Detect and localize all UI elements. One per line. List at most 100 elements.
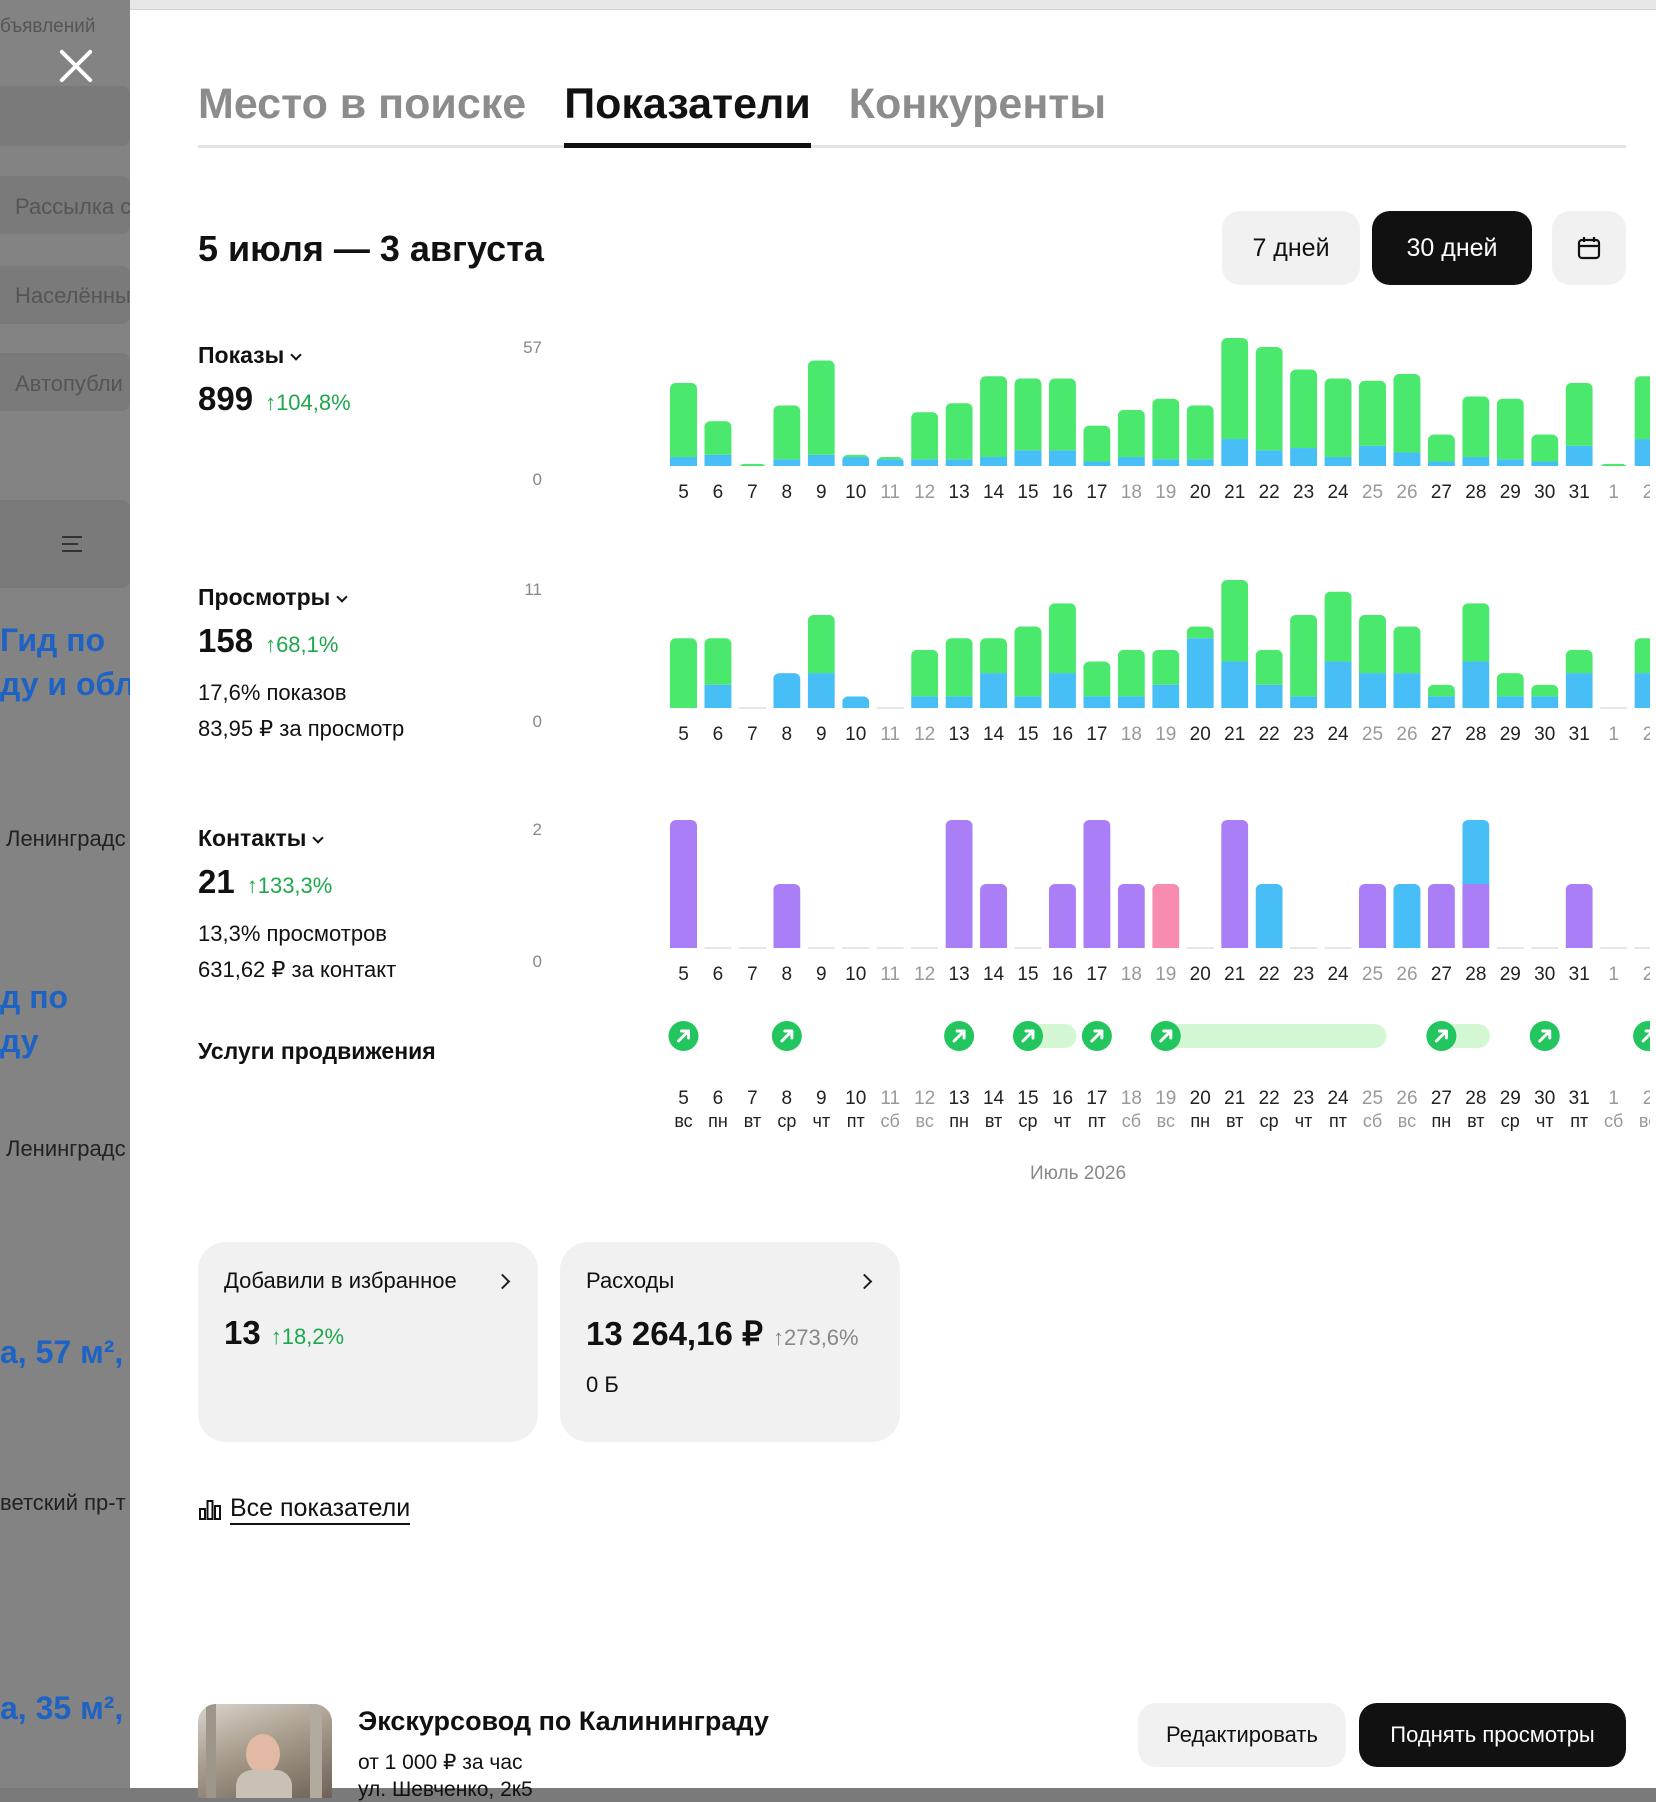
chart-bar[interactable] <box>1531 434 1559 462</box>
chart-bar[interactable] <box>911 649 939 697</box>
chart-bar[interactable] <box>1186 626 1214 639</box>
chart-bar[interactable] <box>1117 409 1145 458</box>
listing-title[interactable]: Экскурсовод по Калининграду <box>358 1706 769 1736</box>
chart-bar[interactable] <box>1634 638 1650 674</box>
chart-bar[interactable] <box>1014 450 1042 466</box>
chart-bar[interactable] <box>1634 673 1650 708</box>
chart-bar[interactable] <box>1083 425 1111 462</box>
chart-bar[interactable] <box>1014 696 1042 708</box>
chart-bar[interactable] <box>1427 684 1455 697</box>
chart-bar[interactable] <box>842 454 870 458</box>
chart-bar[interactable] <box>704 421 732 455</box>
chart-bar[interactable] <box>1117 457 1145 466</box>
chart-bar[interactable] <box>1427 696 1455 708</box>
chart-bar[interactable] <box>1186 459 1214 466</box>
chart-bar[interactable] <box>1048 673 1076 708</box>
chart-bar[interactable] <box>1634 439 1650 466</box>
chart-bar[interactable] <box>1462 603 1490 662</box>
chart-bar[interactable] <box>1531 696 1559 708</box>
chart-bar[interactable] <box>1324 378 1352 458</box>
chart-bar[interactable] <box>945 696 973 708</box>
chart-bar[interactable] <box>1462 884 1490 948</box>
chart-bar[interactable] <box>1290 614 1318 697</box>
chart-bar[interactable] <box>842 696 870 708</box>
chart-bar[interactable] <box>1359 884 1386 948</box>
chart-bar[interactable] <box>1255 450 1283 466</box>
chart-bar[interactable] <box>773 459 801 466</box>
close-icon[interactable] <box>56 46 96 86</box>
listing-photo[interactable] <box>198 1704 332 1798</box>
calendar-button[interactable] <box>1552 211 1626 285</box>
tab-search-position[interactable]: Место в поиске <box>198 80 527 128</box>
chart-bar[interactable] <box>1359 614 1386 674</box>
chart-bar[interactable] <box>1048 603 1076 674</box>
chart-bar[interactable] <box>1221 661 1249 708</box>
chart-bar[interactable] <box>1393 373 1421 453</box>
shows-metric-dropdown[interactable]: Показы <box>198 342 302 369</box>
chart-bar[interactable] <box>980 673 1008 708</box>
chart-bar[interactable] <box>1221 338 1249 440</box>
chart-bar[interactable] <box>1048 378 1076 451</box>
chart-bar[interactable] <box>980 376 1008 458</box>
views-metric-dropdown[interactable]: Просмотры <box>198 584 348 611</box>
chart-bar[interactable] <box>1462 457 1490 466</box>
chart-bar[interactable] <box>1496 696 1524 708</box>
chart-bar[interactable] <box>1324 457 1352 466</box>
chart-bar[interactable] <box>1462 661 1490 708</box>
chart-bar[interactable] <box>1255 884 1283 948</box>
chart-bar[interactable] <box>773 673 801 708</box>
chart-bar[interactable] <box>1186 638 1214 708</box>
tab-metrics[interactable]: Показатели <box>564 72 811 148</box>
chart-bar[interactable] <box>1600 463 1628 466</box>
chart-bar[interactable] <box>1255 346 1283 451</box>
chart-bar[interactable] <box>1186 405 1214 460</box>
chart-bar[interactable] <box>1462 820 1490 884</box>
chart-bar[interactable] <box>980 457 1008 466</box>
chart-bar[interactable] <box>876 459 904 466</box>
chart-bar[interactable] <box>1221 439 1249 466</box>
chart-bar[interactable] <box>842 457 870 466</box>
chart-bar[interactable] <box>670 382 697 458</box>
chart-bar[interactable] <box>807 673 835 708</box>
tab-competitors[interactable]: Конкуренты <box>848 80 1107 128</box>
chart-bar[interactable] <box>1014 626 1042 697</box>
chart-bar[interactable] <box>1255 649 1283 685</box>
chart-bar[interactable] <box>704 638 732 685</box>
chart-bar[interactable] <box>1427 461 1455 466</box>
chart-bar[interactable] <box>1152 398 1180 460</box>
chart-bar[interactable] <box>1565 673 1593 708</box>
chart-bar[interactable] <box>1565 382 1593 446</box>
edit-button[interactable]: Редактировать <box>1138 1703 1346 1767</box>
chart-bar[interactable] <box>738 463 766 466</box>
chart-bar[interactable] <box>1427 434 1455 462</box>
chart-bar[interactable] <box>1048 450 1076 466</box>
chart-bar[interactable] <box>807 454 835 466</box>
promo-arrow-icon[interactable] <box>1633 1021 1650 1051</box>
chart-bar[interactable] <box>807 360 835 455</box>
chart-bar[interactable] <box>1565 649 1593 674</box>
chart-bar[interactable] <box>1221 820 1249 948</box>
chart-bar[interactable] <box>704 684 732 708</box>
chart-bar[interactable] <box>911 459 939 466</box>
chart-bar[interactable] <box>1083 461 1111 466</box>
period-30-days-button[interactable]: 30 дней <box>1372 211 1532 285</box>
chart-bar[interactable] <box>670 457 697 466</box>
chart-bar[interactable] <box>1221 580 1249 662</box>
chart-bar[interactable] <box>1359 673 1386 708</box>
chart-bar[interactable] <box>1393 673 1421 708</box>
chart-bar[interactable] <box>1531 684 1559 697</box>
chart-bar[interactable] <box>1427 884 1455 948</box>
chart-bar[interactable] <box>911 696 939 708</box>
chart-bar[interactable] <box>1496 673 1524 697</box>
chart-bar[interactable] <box>670 820 697 948</box>
chart-bar[interactable] <box>1290 369 1318 449</box>
chart-bar[interactable] <box>1324 591 1352 662</box>
chart-bar[interactable] <box>945 820 973 948</box>
chart-bar[interactable] <box>876 457 904 460</box>
favorites-card[interactable]: Добавили в избранное 13 ↑18,2% <box>198 1242 538 1442</box>
chart-bar[interactable] <box>1565 445 1593 466</box>
chart-bar[interactable] <box>945 638 973 697</box>
period-7-days-button[interactable]: 7 дней <box>1222 211 1360 285</box>
chart-bar[interactable] <box>1117 884 1145 948</box>
chart-bar[interactable] <box>773 405 801 460</box>
